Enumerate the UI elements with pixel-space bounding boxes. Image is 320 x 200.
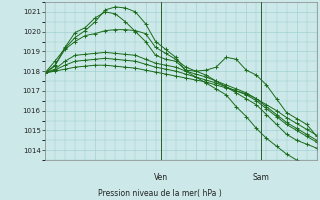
- Text: Ven: Ven: [154, 173, 168, 182]
- Text: Sam: Sam: [253, 173, 270, 182]
- Text: Pression niveau de la mer( hPa ): Pression niveau de la mer( hPa ): [98, 189, 222, 198]
